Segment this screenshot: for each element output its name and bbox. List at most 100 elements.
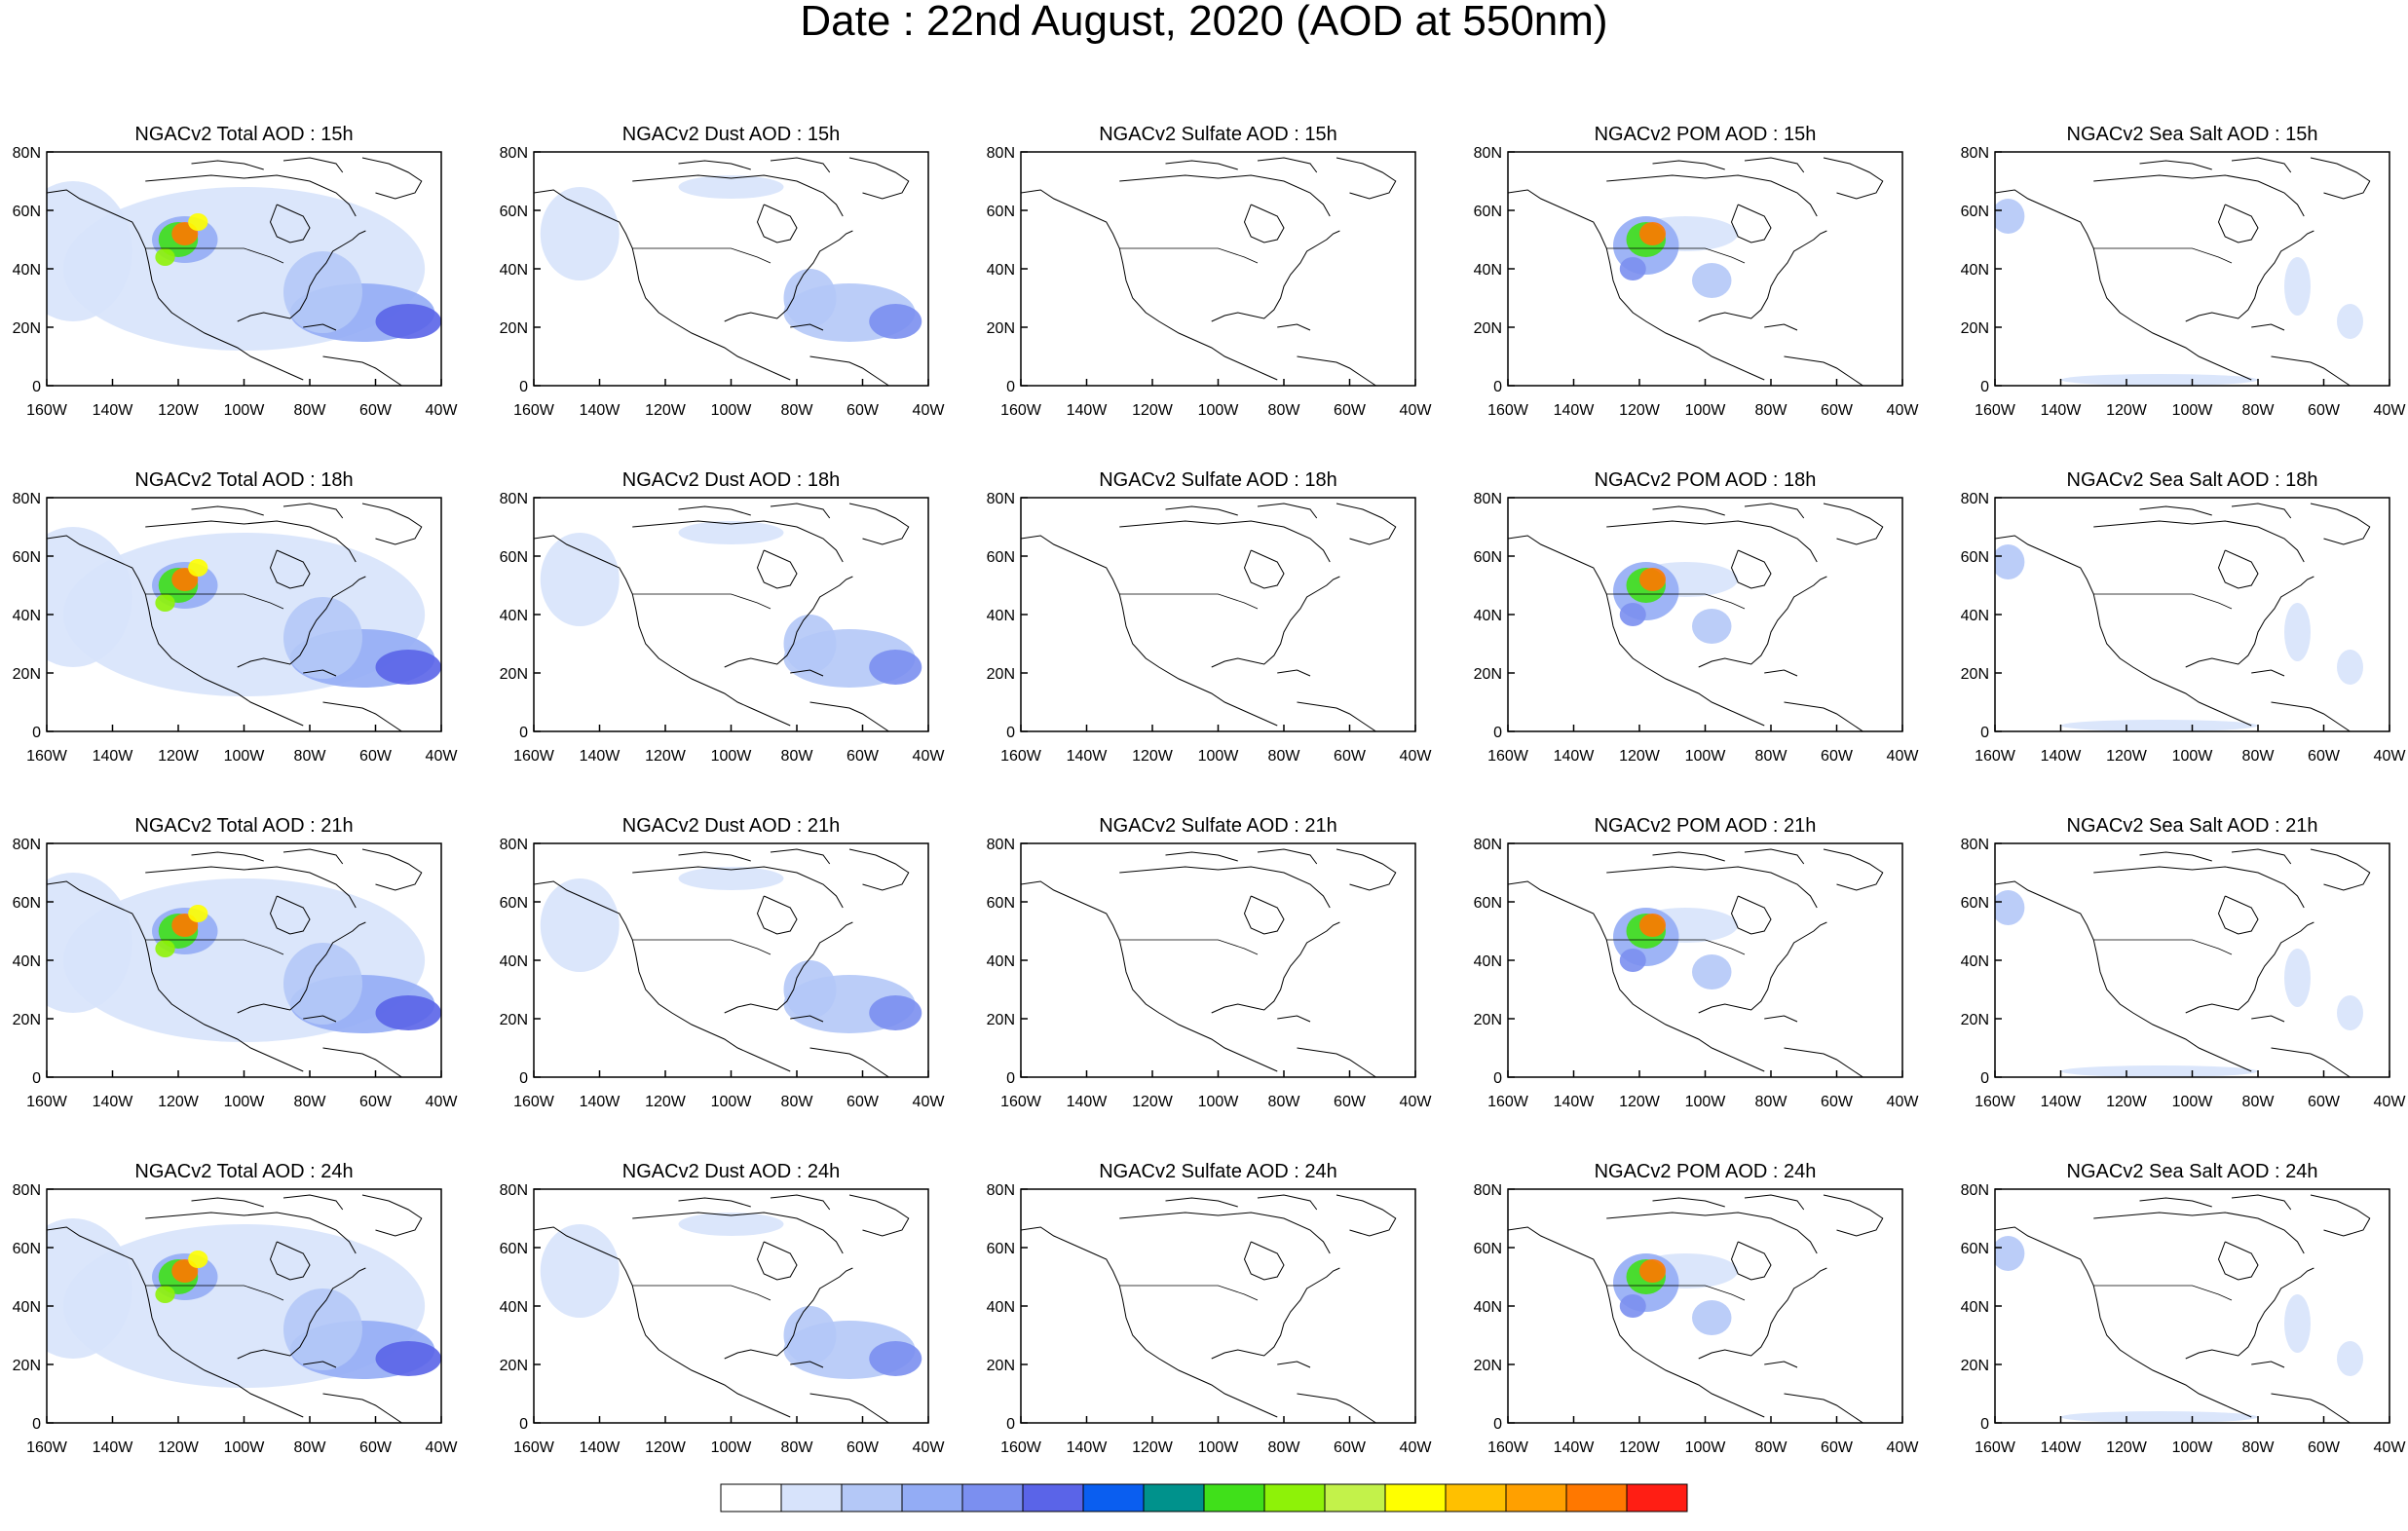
panel-title: NGACv2 POM AOD : 15h <box>1595 124 1817 145</box>
coastline <box>678 851 751 862</box>
lat-tick-label: 80N <box>987 145 1015 162</box>
aod-shading <box>1619 1294 1646 1318</box>
coastline <box>632 866 844 909</box>
coastline <box>2271 701 2351 731</box>
coastline <box>1119 1212 1331 1254</box>
aod-shading <box>283 597 362 679</box>
lat-tick-label: 40N <box>1474 608 1502 624</box>
lon-tick-label: 60W <box>1821 1094 1854 1110</box>
lat-tick-label: 80N <box>13 1182 41 1199</box>
lon-tick-label: 60W <box>1821 1439 1854 1456</box>
coastline <box>809 1047 889 1077</box>
lon-tick-label: 60W <box>1334 402 1367 419</box>
lon-tick-label: 80W <box>2242 1439 2276 1456</box>
coastline <box>1119 866 1331 909</box>
lat-tick-label: 80N <box>500 491 528 507</box>
lon-tick-label: 160W <box>26 1094 68 1110</box>
map-panel: NGACv2 Dust AOD : 24h 80N 60N 40N 20N 0 160W 14… <box>500 1161 946 1456</box>
lat-tick-label: 20N <box>13 666 41 683</box>
coastline <box>2093 1212 2305 1254</box>
aod-shading <box>1692 1300 1732 1335</box>
lat-tick-label: 80N <box>987 837 1015 853</box>
coastline <box>1243 204 1285 243</box>
coastline <box>2271 355 2351 386</box>
aod-shading <box>869 650 922 685</box>
lat-tick-label: 20N <box>1474 666 1502 683</box>
coastline <box>724 230 853 322</box>
colorbar-swatch <box>1384 1483 1447 1512</box>
colorbar-label: 0.9 <box>1312 1529 1336 1531</box>
country-border <box>632 1285 771 1301</box>
lat-tick-label: 20N <box>500 320 528 337</box>
coastline <box>303 1015 337 1023</box>
coastline <box>1823 157 1884 200</box>
lat-tick-label: 60N <box>1961 549 1989 566</box>
lon-tick-label: 60W <box>847 1094 880 1110</box>
map-panel: NGACv2 POM AOD : 24h 80N 60N 40N 20N 0 160W 140… <box>1474 1161 1920 1456</box>
colorbar-swatch <box>1203 1483 1265 1512</box>
lon-tick-label: 160W <box>513 1439 555 1456</box>
lon-tick-label: 120W <box>1132 1094 1174 1110</box>
coastline <box>2217 1241 2259 1281</box>
coastline <box>2231 1194 2292 1211</box>
colorbar-label: 0.5 <box>1071 1529 1095 1531</box>
lon-tick-label: 100W <box>711 748 753 765</box>
lon-tick-label: 40W <box>1887 1439 1920 1456</box>
coastline <box>1784 355 1863 386</box>
lon-tick-label: 80W <box>781 402 814 419</box>
map-frame <box>1020 1188 1416 1424</box>
coastline <box>1764 1361 1798 1368</box>
lon-tick-label: 120W <box>645 402 687 419</box>
aod-shading <box>2284 257 2311 316</box>
lon-tick-label: 160W <box>513 1094 555 1110</box>
panel-title: NGACv2 Total AOD : 18h <box>134 469 353 491</box>
map-frame <box>1020 842 1416 1078</box>
coastline <box>756 1241 798 1281</box>
lat-tick-label: 80N <box>987 1182 1015 1199</box>
coastline <box>1730 1241 1772 1281</box>
country-border <box>1119 1285 1259 1301</box>
aod-shading <box>375 1341 441 1376</box>
coastline <box>724 921 853 1014</box>
coastline <box>1995 535 2252 727</box>
lon-tick-label: 120W <box>1132 402 1174 419</box>
lon-tick-label: 40W <box>426 1094 459 1110</box>
lon-tick-label: 140W <box>1554 748 1596 765</box>
lat-tick-label: 40N <box>500 953 528 970</box>
coastline <box>1336 1194 1397 1237</box>
coastline <box>1764 323 1798 331</box>
lon-tick-label: 100W <box>711 1439 753 1456</box>
coastline <box>1257 1194 1318 1211</box>
lat-tick-label: 80N <box>987 491 1015 507</box>
lon-tick-label: 100W <box>2172 1094 2214 1110</box>
colorbar-swatch <box>780 1483 843 1512</box>
coastline <box>1698 1267 1827 1360</box>
lon-tick-label: 160W <box>1975 1094 2016 1110</box>
lon-tick-label: 60W <box>1821 402 1854 419</box>
coastline <box>1652 851 1725 862</box>
coastline <box>282 848 344 865</box>
lat-tick-label: 0 <box>1493 1070 1502 1087</box>
lat-tick-label: 0 <box>519 379 528 395</box>
country-border <box>145 593 284 610</box>
map-frame <box>1020 497 1416 732</box>
map-panel: NGACv2 Dust AOD : 18h 80N 60N 40N 20N 0 160W 14… <box>500 469 946 765</box>
country-border <box>1606 593 1746 610</box>
lon-tick-label: 140W <box>2041 402 2083 419</box>
lat-tick-label: 60N <box>987 1241 1015 1257</box>
lon-tick-label: 100W <box>711 1094 753 1110</box>
map-panel: NGACv2 POM AOD : 21h 80N 60N 40N 20N 0 160W 140… <box>1474 815 1920 1110</box>
coastline <box>534 535 791 727</box>
lat-tick-label: 0 <box>519 1416 528 1433</box>
lon-tick-label: 40W <box>1887 402 1920 419</box>
coastline <box>2139 505 2212 516</box>
coastline <box>1995 880 2252 1072</box>
lat-tick-label: 20N <box>1961 666 1989 683</box>
lon-tick-label: 60W <box>2308 1439 2341 1456</box>
coastline <box>790 1361 824 1368</box>
lon-tick-label: 60W <box>359 1439 393 1456</box>
lon-tick-label: 40W <box>2374 402 2407 419</box>
lat-tick-label: 20N <box>1474 1012 1502 1028</box>
colorbar-label: 0.05 <box>764 1529 798 1531</box>
aod-shading <box>1619 603 1646 626</box>
